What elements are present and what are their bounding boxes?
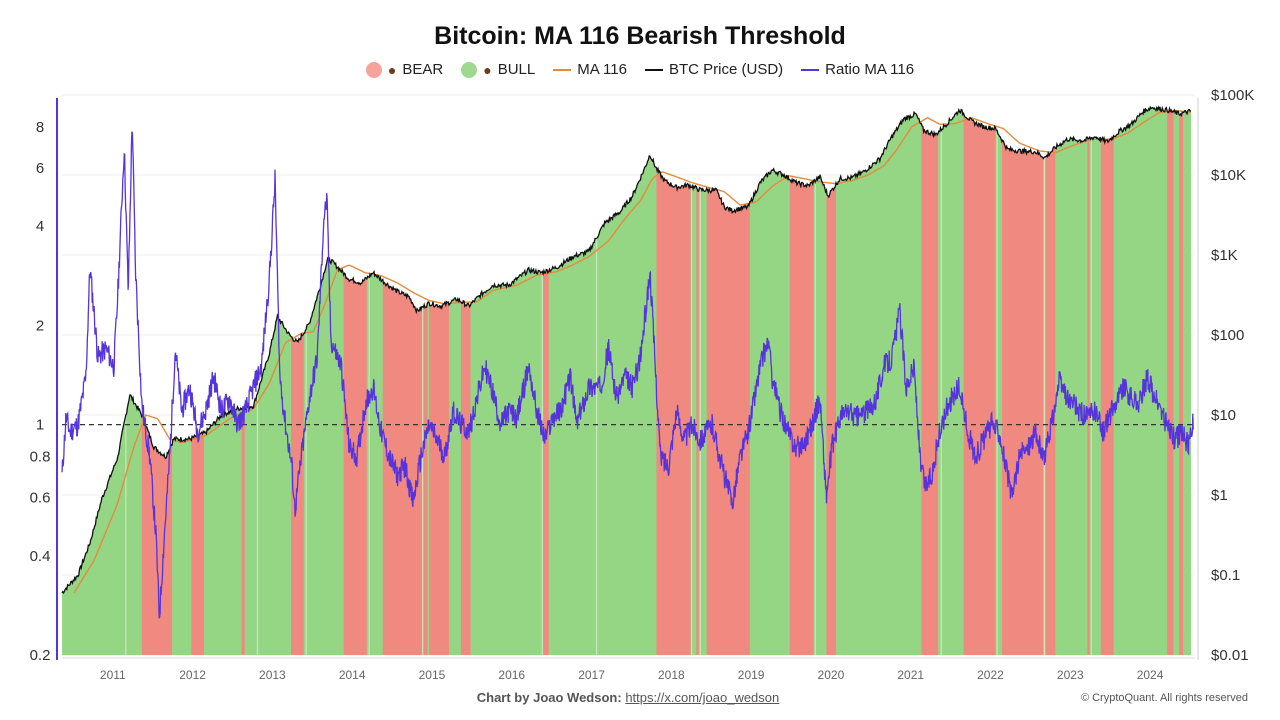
bear-band-20 (1167, 106, 1174, 655)
x-tick-label-13: 2024 (1137, 668, 1164, 682)
x-tick-label-12: 2023 (1057, 668, 1084, 682)
ma116-line (73, 109, 1192, 594)
legend-item-bull[interactable]: ● BULL (461, 61, 535, 78)
legend-item-ratio[interactable]: Ratio MA 116 (801, 61, 914, 78)
bear-band-8 (543, 106, 549, 655)
bear-band-10 (696, 106, 699, 655)
bull-icon: ● (483, 61, 492, 78)
right-tick-label-2: $1K (1211, 247, 1238, 264)
bear-band-19 (1100, 106, 1114, 655)
legend-label-bear: BEAR (402, 61, 444, 78)
axes: 8 6 4 2 1 0.8 0.6 0.4 0.2 $100K $10K $1K $100 $10 $1 $0… (30, 87, 1255, 682)
right-tick-label-7: $0.01 (1211, 647, 1249, 664)
legend-label-ratio: Ratio MA 116 (825, 61, 915, 78)
right-tick-label-3: $100 (1211, 327, 1244, 344)
legend-swatch-ratio (801, 68, 820, 71)
legend-item-bear[interactable]: ● BEAR (365, 61, 444, 78)
bear-band-7 (460, 106, 471, 655)
bear-band-14 (921, 106, 939, 655)
bear-band-13 (826, 106, 836, 655)
bear-band-3 (290, 106, 304, 655)
bear-band-9 (656, 106, 691, 655)
x-tick-label-7: 2018 (658, 668, 685, 682)
legend-item-btc-price[interactable]: BTC Price (USD) (644, 61, 784, 78)
x-tick-label-11: 2022 (977, 668, 1004, 682)
bear-band-16 (1001, 106, 1044, 655)
left-tick-label-1: 6 (36, 160, 44, 177)
x-tick-label-4: 2015 (419, 668, 446, 682)
bear-bands (141, 106, 1184, 655)
x-tick-label-10: 2021 (897, 668, 924, 682)
legend-label-btc-price: BTC Price (USD) (668, 61, 784, 78)
left-tick-label-2: 4 (36, 218, 44, 235)
bear-band-2 (241, 106, 245, 655)
left-tick-label-3: 2 (36, 317, 44, 334)
x-tick-label-5: 2016 (498, 668, 525, 682)
right-tick-label-5: $1 (1211, 487, 1228, 504)
copyright-notice: © CryptoQuant. All rights reserved (1080, 692, 1248, 704)
credit-link[interactable]: https://x.com/joao_wedson (625, 690, 780, 705)
x-tick-label-1: 2012 (179, 668, 206, 682)
legend-dot-bear (365, 61, 382, 78)
bear-band-21 (1179, 106, 1184, 655)
x-tick-label-9: 2020 (818, 668, 845, 682)
btc-price-line (61, 105, 1191, 595)
x-tick-label-8: 2019 (738, 668, 765, 682)
left-tick-label-5: 0.8 (30, 449, 51, 466)
left-tick-label-0: 8 (36, 119, 44, 136)
left-tick-label-4: 1 (36, 417, 44, 434)
left-tick-label-7: 0.4 (30, 548, 51, 565)
bear-band-1 (191, 106, 205, 655)
legend-label-ma116: MA 116 (577, 61, 627, 78)
right-tick-label-1: $10K (1211, 167, 1246, 184)
bear-band-12 (789, 106, 814, 655)
legend-item-ma116[interactable]: MA 116 (553, 61, 627, 78)
bear-band-5 (382, 106, 428, 655)
right-tick-label-0: $100K (1211, 87, 1254, 104)
legend-swatch-ma116 (553, 68, 572, 71)
right-tick-label-4: $10 (1211, 407, 1236, 424)
legend-label-bull: BULL (497, 61, 536, 78)
credit-label: Chart by Joao Wedson: (476, 690, 622, 705)
ratio-ma116-line (61, 131, 1194, 619)
bear-band-17 (1045, 106, 1056, 655)
left-tick-label-6: 0.6 (30, 490, 51, 507)
bear-icon: ● (387, 61, 397, 78)
x-tick-label-2: 2013 (259, 668, 286, 682)
x-tick-label-0: 2011 (100, 668, 126, 682)
left-tick-label-8: 0.2 (30, 647, 51, 664)
bear-band-4 (343, 106, 367, 655)
series-lines (61, 105, 1195, 619)
bear-band-18 (1087, 106, 1090, 655)
bear-band-6 (429, 106, 449, 655)
legend: ● BEAR ● BULL MA 116 BTC Price (USD) Rat… (0, 61, 1280, 78)
legend-swatch-btc-price (644, 68, 663, 71)
bear-band-15 (963, 106, 996, 655)
chart-credit: Chart by Joao Wedson: https://x.com/joao… (0, 690, 1256, 705)
chart-title: Bitcoin: MA 116 Bearish Threshold (434, 22, 846, 50)
legend-dot-bull (461, 61, 478, 78)
bear-band-11 (706, 106, 750, 655)
right-tick-label-6: $0.1 (1211, 567, 1240, 584)
x-tick-label-6: 2017 (578, 668, 605, 682)
x-tick-label-3: 2014 (339, 668, 366, 682)
